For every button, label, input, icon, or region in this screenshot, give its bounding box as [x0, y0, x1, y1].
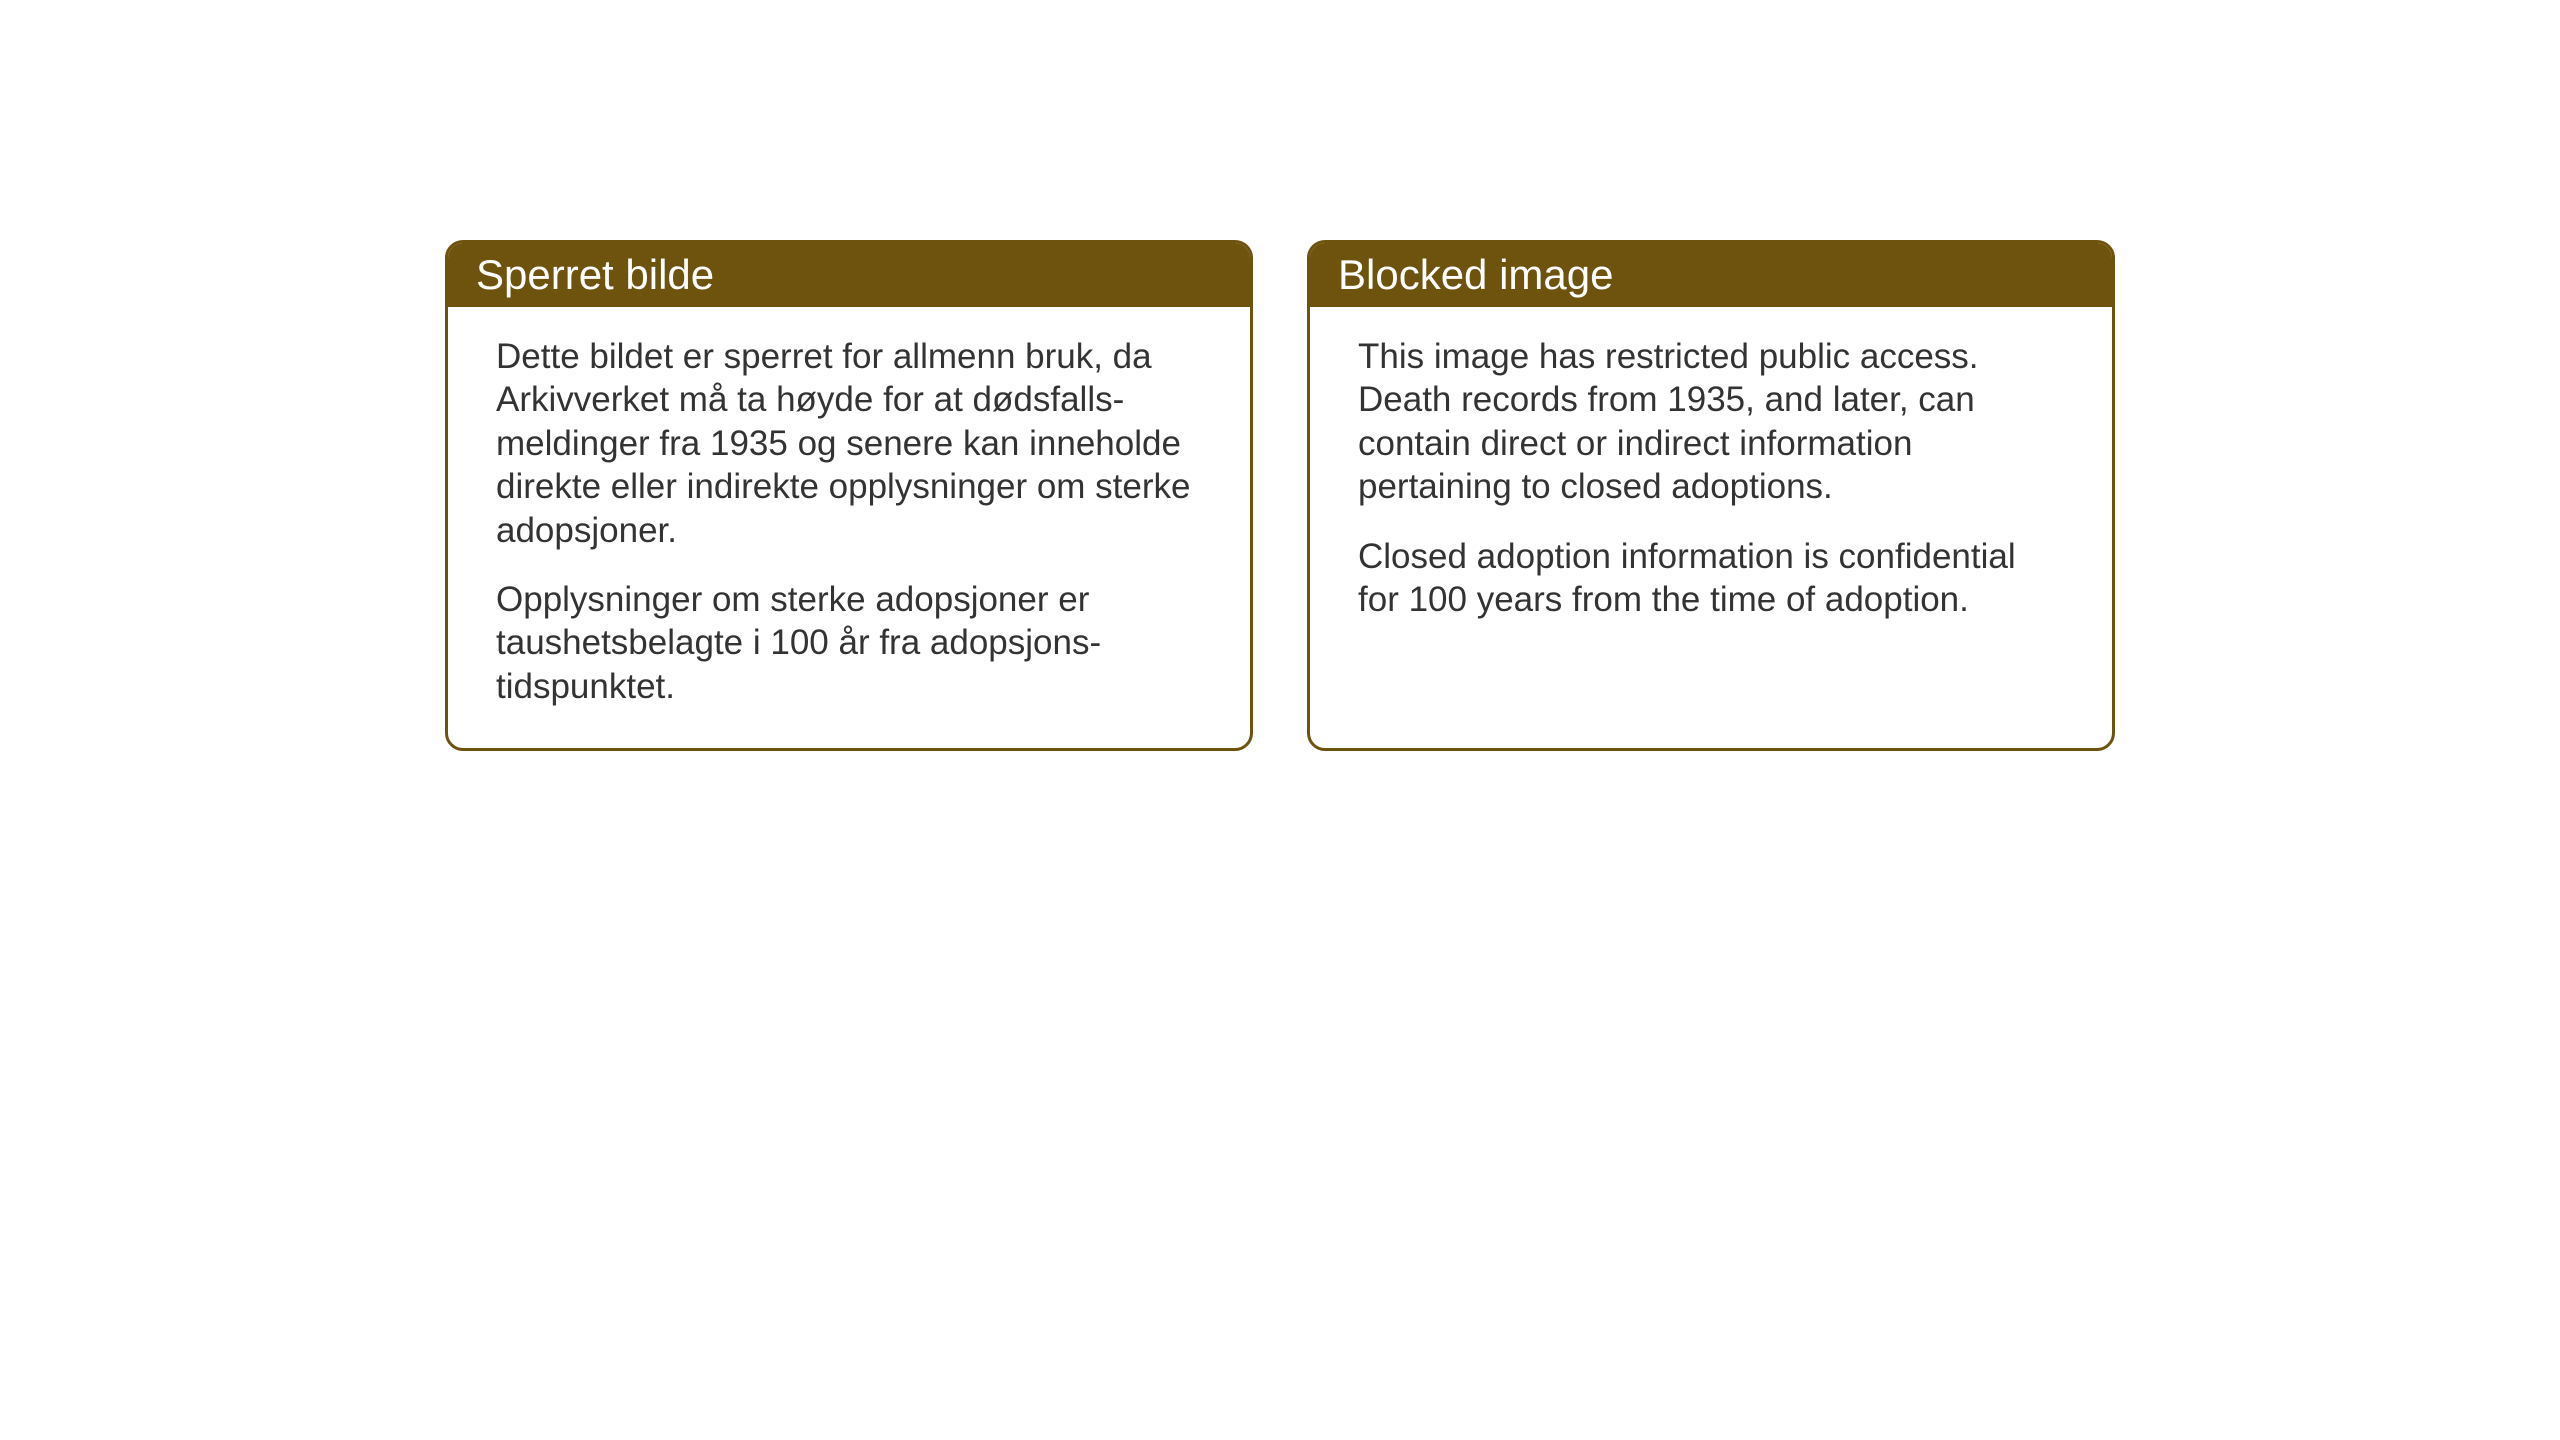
card-header-norwegian: Sperret bilde — [448, 243, 1250, 307]
notice-card-english: Blocked image This image has restricted … — [1307, 240, 2115, 751]
card-paragraph-2-norwegian: Opplysninger om sterke adopsjoner er tau… — [496, 578, 1202, 708]
card-paragraph-1-english: This image has restricted public access.… — [1358, 335, 2064, 509]
card-body-norwegian: Dette bildet er sperret for allmenn bruk… — [448, 307, 1250, 748]
notice-container: Sperret bilde Dette bildet er sperret fo… — [445, 240, 2560, 751]
card-title-english: Blocked image — [1338, 251, 1613, 298]
card-paragraph-2-english: Closed adoption information is confident… — [1358, 535, 2064, 622]
card-title-norwegian: Sperret bilde — [476, 251, 714, 298]
card-body-english: This image has restricted public access.… — [1310, 307, 2112, 661]
card-header-english: Blocked image — [1310, 243, 2112, 307]
card-paragraph-1-norwegian: Dette bildet er sperret for allmenn bruk… — [496, 335, 1202, 552]
notice-card-norwegian: Sperret bilde Dette bildet er sperret fo… — [445, 240, 1253, 751]
